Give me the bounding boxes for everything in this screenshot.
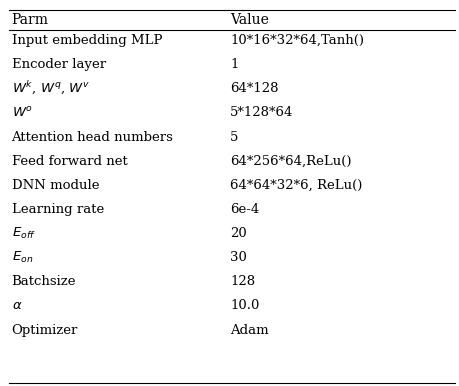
- Text: $E_{on}$: $E_{on}$: [11, 250, 33, 265]
- Text: 64*128: 64*128: [230, 82, 278, 95]
- Text: 6e-4: 6e-4: [230, 203, 259, 216]
- Text: Input embedding MLP: Input embedding MLP: [11, 34, 162, 47]
- Text: Attention head numbers: Attention head numbers: [11, 130, 173, 144]
- Text: 1: 1: [230, 58, 238, 71]
- Text: $W^k$, $W^q$, $W^v$: $W^k$, $W^q$, $W^v$: [11, 80, 90, 97]
- Text: Adam: Adam: [230, 323, 268, 337]
- Text: 128: 128: [230, 275, 255, 288]
- Text: Optimizer: Optimizer: [11, 323, 78, 337]
- Text: Value: Value: [230, 13, 269, 27]
- Text: Parm: Parm: [11, 13, 48, 27]
- Text: 10.0: 10.0: [230, 300, 259, 312]
- Text: 64*64*32*6, ReLu(): 64*64*32*6, ReLu(): [230, 179, 362, 192]
- Text: 64*256*64,ReLu(): 64*256*64,ReLu(): [230, 155, 351, 168]
- Text: 5*128*64: 5*128*64: [230, 107, 293, 119]
- Text: $\alpha$: $\alpha$: [11, 300, 22, 312]
- Text: Learning rate: Learning rate: [11, 203, 104, 216]
- Text: Feed forward net: Feed forward net: [11, 155, 127, 168]
- Text: $E_{off}$: $E_{off}$: [11, 226, 35, 241]
- Text: $W^o$: $W^o$: [11, 106, 33, 120]
- Text: Batchsize: Batchsize: [11, 275, 76, 288]
- Text: DNN module: DNN module: [11, 179, 99, 192]
- Text: 10*16*32*64,Tanh(): 10*16*32*64,Tanh(): [230, 34, 363, 47]
- Text: 20: 20: [230, 227, 246, 240]
- Text: 30: 30: [230, 251, 246, 264]
- Text: 5: 5: [230, 130, 238, 144]
- Text: Encoder layer: Encoder layer: [11, 58, 106, 71]
